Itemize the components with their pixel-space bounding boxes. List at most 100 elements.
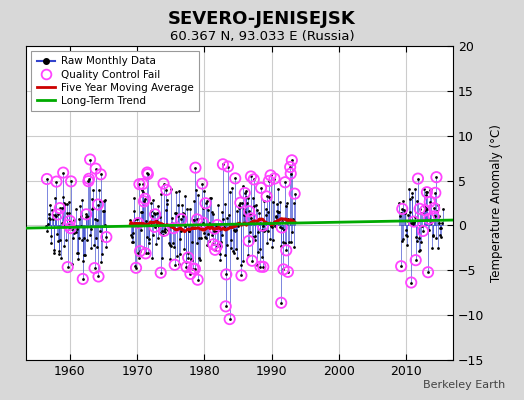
Point bbox=[208, 232, 216, 238]
Point bbox=[48, 216, 57, 222]
Point bbox=[410, 186, 419, 192]
Point bbox=[278, 224, 286, 231]
Point bbox=[49, 250, 58, 256]
Point bbox=[225, 316, 234, 322]
Point bbox=[43, 176, 51, 182]
Point bbox=[430, 205, 439, 211]
Point bbox=[67, 178, 75, 184]
Point bbox=[415, 248, 423, 254]
Point bbox=[95, 187, 103, 193]
Point bbox=[217, 243, 225, 249]
Text: Berkeley Earth: Berkeley Earth bbox=[423, 380, 506, 390]
Point bbox=[226, 237, 235, 244]
Point bbox=[247, 215, 256, 222]
Point bbox=[203, 197, 211, 204]
Y-axis label: Temperature Anomaly (°C): Temperature Anomaly (°C) bbox=[490, 124, 503, 282]
Point bbox=[62, 237, 70, 244]
Point bbox=[396, 210, 405, 216]
Point bbox=[234, 202, 243, 208]
Point bbox=[65, 209, 73, 216]
Point bbox=[401, 210, 409, 217]
Point bbox=[263, 239, 271, 246]
Point bbox=[285, 216, 293, 222]
Point bbox=[270, 175, 279, 182]
Point bbox=[82, 211, 90, 218]
Point bbox=[226, 189, 234, 195]
Point bbox=[277, 300, 286, 306]
Point bbox=[426, 186, 434, 193]
Point bbox=[265, 194, 274, 201]
Point bbox=[93, 244, 102, 250]
Point bbox=[411, 257, 420, 263]
Point bbox=[195, 254, 203, 261]
Point bbox=[162, 187, 170, 193]
Point bbox=[174, 188, 183, 194]
Point bbox=[218, 209, 226, 216]
Point bbox=[170, 262, 179, 268]
Point bbox=[258, 222, 267, 229]
Point bbox=[51, 212, 60, 218]
Point bbox=[96, 171, 105, 178]
Point bbox=[100, 198, 108, 204]
Point bbox=[200, 230, 209, 236]
Point bbox=[208, 208, 216, 215]
Point bbox=[156, 214, 165, 220]
Point bbox=[255, 210, 263, 216]
Point bbox=[188, 239, 196, 245]
Point bbox=[90, 242, 98, 248]
Point bbox=[416, 206, 424, 212]
Point bbox=[78, 237, 86, 243]
Point bbox=[62, 210, 71, 216]
Point bbox=[143, 169, 151, 176]
Point bbox=[419, 228, 427, 234]
Point bbox=[253, 207, 261, 213]
Point bbox=[171, 210, 180, 216]
Point bbox=[169, 225, 178, 231]
Point bbox=[102, 234, 111, 240]
Point bbox=[196, 257, 205, 264]
Point bbox=[255, 218, 264, 225]
Point bbox=[257, 226, 266, 233]
Point bbox=[418, 210, 427, 216]
Point bbox=[215, 227, 223, 233]
Point bbox=[224, 212, 233, 218]
Point bbox=[166, 256, 174, 262]
Point bbox=[254, 248, 262, 255]
Point bbox=[72, 205, 80, 212]
Point bbox=[161, 225, 169, 232]
Point bbox=[204, 230, 212, 237]
Point bbox=[169, 240, 177, 246]
Point bbox=[261, 212, 270, 218]
Point bbox=[231, 228, 239, 234]
Point bbox=[43, 176, 51, 182]
Point bbox=[216, 251, 224, 257]
Point bbox=[160, 228, 169, 235]
Point bbox=[132, 265, 140, 271]
Point bbox=[100, 208, 108, 214]
Point bbox=[241, 190, 249, 196]
Point bbox=[149, 197, 157, 204]
Point bbox=[137, 227, 145, 233]
Point bbox=[143, 234, 151, 240]
Point bbox=[201, 200, 210, 206]
Point bbox=[283, 269, 292, 275]
Point bbox=[410, 218, 418, 225]
Point bbox=[425, 216, 433, 222]
Point bbox=[287, 170, 295, 177]
Point bbox=[405, 186, 413, 192]
Point bbox=[52, 178, 61, 185]
Point bbox=[92, 166, 100, 172]
Point bbox=[45, 215, 53, 221]
Point bbox=[48, 207, 56, 213]
Point bbox=[258, 222, 267, 229]
Point bbox=[44, 221, 52, 228]
Point bbox=[423, 189, 431, 196]
Point bbox=[180, 246, 189, 252]
Point bbox=[264, 228, 272, 234]
Point bbox=[418, 222, 426, 229]
Point bbox=[404, 217, 412, 224]
Point bbox=[183, 206, 191, 212]
Point bbox=[55, 248, 63, 254]
Point bbox=[283, 217, 291, 223]
Point bbox=[213, 243, 221, 249]
